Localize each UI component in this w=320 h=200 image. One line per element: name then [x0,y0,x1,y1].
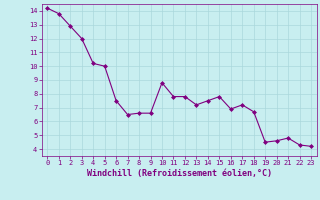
X-axis label: Windchill (Refroidissement éolien,°C): Windchill (Refroidissement éolien,°C) [87,169,272,178]
